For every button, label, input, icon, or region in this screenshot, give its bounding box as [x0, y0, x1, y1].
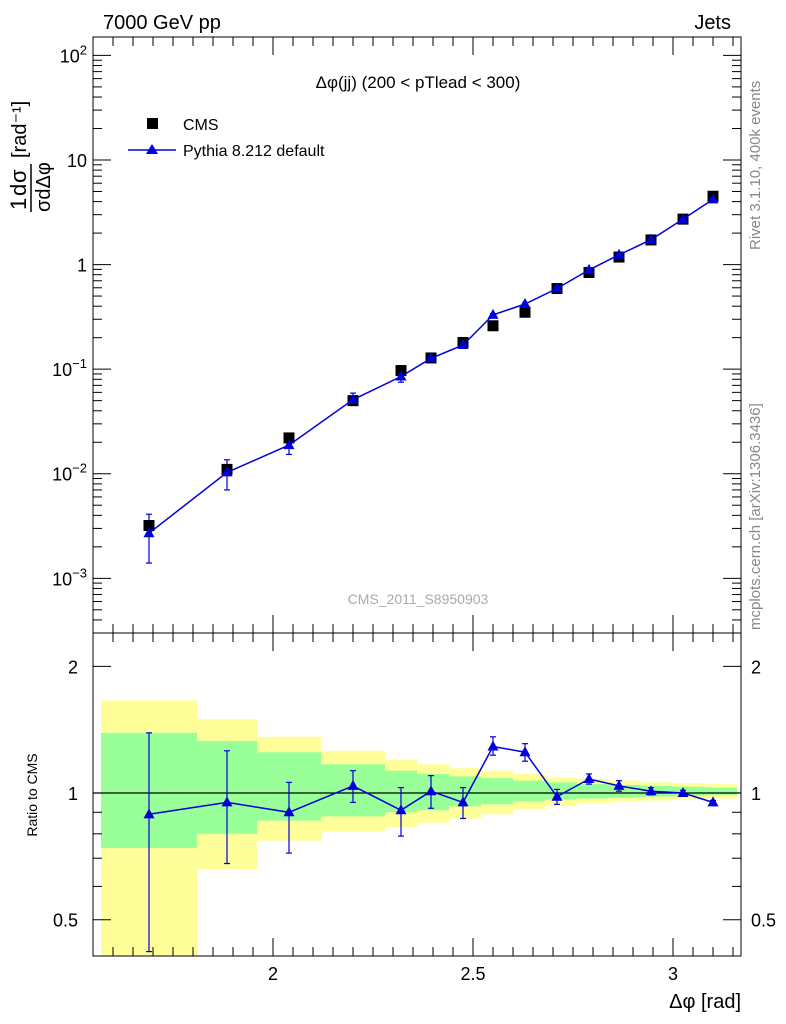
legend-pythia-marker — [146, 144, 158, 154]
ratio-marker — [645, 785, 657, 796]
pythia-marker — [143, 527, 155, 538]
ratio-marker — [347, 779, 359, 790]
pythia-marker — [457, 339, 469, 350]
main-y-tick-label: 10 — [67, 151, 87, 171]
ratio-inner-band — [705, 787, 737, 795]
legend-pythia-label: Pythia 8.212 default — [183, 143, 325, 160]
main-y-label-d: d — [6, 184, 31, 196]
main-panel: 10−3 10−2 10−1 1 10 102 1 d σ σdΔφ [rad⁻¹] Δφ… — [6, 36, 742, 634]
pythia-marker — [395, 370, 407, 381]
x-tick-label: 2.5 — [460, 964, 485, 984]
ratio-y-tick-label-left: 2 — [68, 657, 78, 677]
main-y-tick-label: 10−1 — [52, 356, 87, 380]
ratio-marker — [457, 796, 469, 807]
pythia-marker — [677, 213, 689, 224]
ratio-inner-band — [481, 778, 513, 805]
legend-cms-marker — [147, 118, 158, 129]
ratio-marker — [707, 796, 719, 807]
ratio-marker — [677, 787, 689, 798]
main-series-layer — [143, 190, 719, 564]
x-tick-label: 2 — [268, 964, 278, 984]
ratio-y-label: Ratio to CMS — [24, 753, 40, 836]
main-y-tick-label: 10−2 — [52, 461, 87, 485]
pythia-marker — [347, 393, 359, 404]
ratio-marker — [395, 804, 407, 815]
ratio-marker — [425, 785, 437, 796]
main-y-tick-label: 102 — [60, 42, 87, 66]
pythia-marker — [487, 308, 499, 319]
cms-marker — [519, 306, 531, 318]
ratio-y-tick-label-right: 2 — [751, 657, 761, 677]
ratio-marker — [551, 790, 563, 801]
main-axis-ticks: 10−3 10−2 10−1 1 10 102 — [52, 37, 741, 634]
pythia-marker — [583, 263, 595, 274]
pythia-marker — [221, 466, 233, 477]
x-axis-label: Δφ [rad] — [669, 991, 741, 1013]
ratio-marker — [283, 806, 295, 817]
main-y-label-sigma: σ — [6, 169, 31, 183]
collision-label: 7000 GeV pp — [103, 12, 221, 34]
pythia-line — [148, 198, 714, 534]
ratio-axis-ticks: 2 2.5 3 0.5 0.5 1 1 2 2 — [53, 633, 776, 984]
ratio-plot-frame — [92, 632, 742, 957]
main-y-axis-label: 1 d σ σdΔφ [rad⁻¹] — [6, 101, 55, 212]
legend: CMS Pythia 8.212 default — [128, 117, 325, 160]
ratio-inner-band — [513, 780, 545, 802]
ratio-inner-band — [545, 782, 577, 800]
pythia-marker — [519, 297, 531, 308]
ratio-marker — [583, 772, 595, 783]
pythia-marker — [613, 248, 625, 259]
ratio-series-layer — [143, 732, 719, 953]
ratio-panel: 2 2.5 3 0.5 0.5 1 1 2 2 Ratio to CMS Δφ [rad] — [24, 632, 776, 1013]
ratio-marker — [487, 740, 499, 751]
ratio-y-tick-label-right: 0.5 — [751, 911, 776, 931]
analysis-id: CMS_2011_S8950903 — [348, 591, 489, 607]
main-y-tick-label: 1 — [77, 256, 87, 276]
ratio-y-tick-label-right: 1 — [751, 784, 761, 804]
ratio-marker — [519, 746, 531, 757]
main-y-label-1: 1 — [6, 198, 31, 210]
legend-cms-label: CMS — [183, 117, 219, 134]
ratio-bands — [101, 700, 737, 956]
rivet-version-label: Rivet 3.1.10, 400k events — [747, 81, 764, 250]
main-title: Δφ(jj) (200 < pTlead < 300) — [316, 73, 521, 92]
ratio-marker — [613, 779, 625, 790]
pythia-marker — [551, 282, 563, 293]
cms-marker — [283, 432, 295, 444]
pythia-marker — [283, 439, 295, 450]
ratio-marker — [221, 796, 233, 807]
mcplots-label: mcplots.cern.ch [arXiv:1306.3436] — [747, 403, 764, 630]
ratio-marker — [143, 808, 155, 819]
pythia-marker — [707, 193, 719, 204]
main-y-label-den: σdΔφ — [33, 162, 55, 212]
ratio-inner-band — [673, 786, 705, 796]
ratio-y-tick-label-left: 0.5 — [53, 911, 78, 931]
category-label: Jets — [694, 12, 731, 34]
cms-marker — [143, 519, 155, 531]
cms-marker — [487, 320, 499, 332]
main-y-tick-label: 10−3 — [52, 565, 87, 589]
ratio-y-tick-label-left: 1 — [68, 784, 78, 804]
ratio-inner-band — [577, 784, 609, 799]
main-y-label-unit: [rad⁻¹] — [9, 101, 31, 158]
pythia-marker — [425, 352, 437, 363]
x-tick-label: 3 — [668, 964, 678, 984]
pythia-marker — [645, 233, 657, 244]
